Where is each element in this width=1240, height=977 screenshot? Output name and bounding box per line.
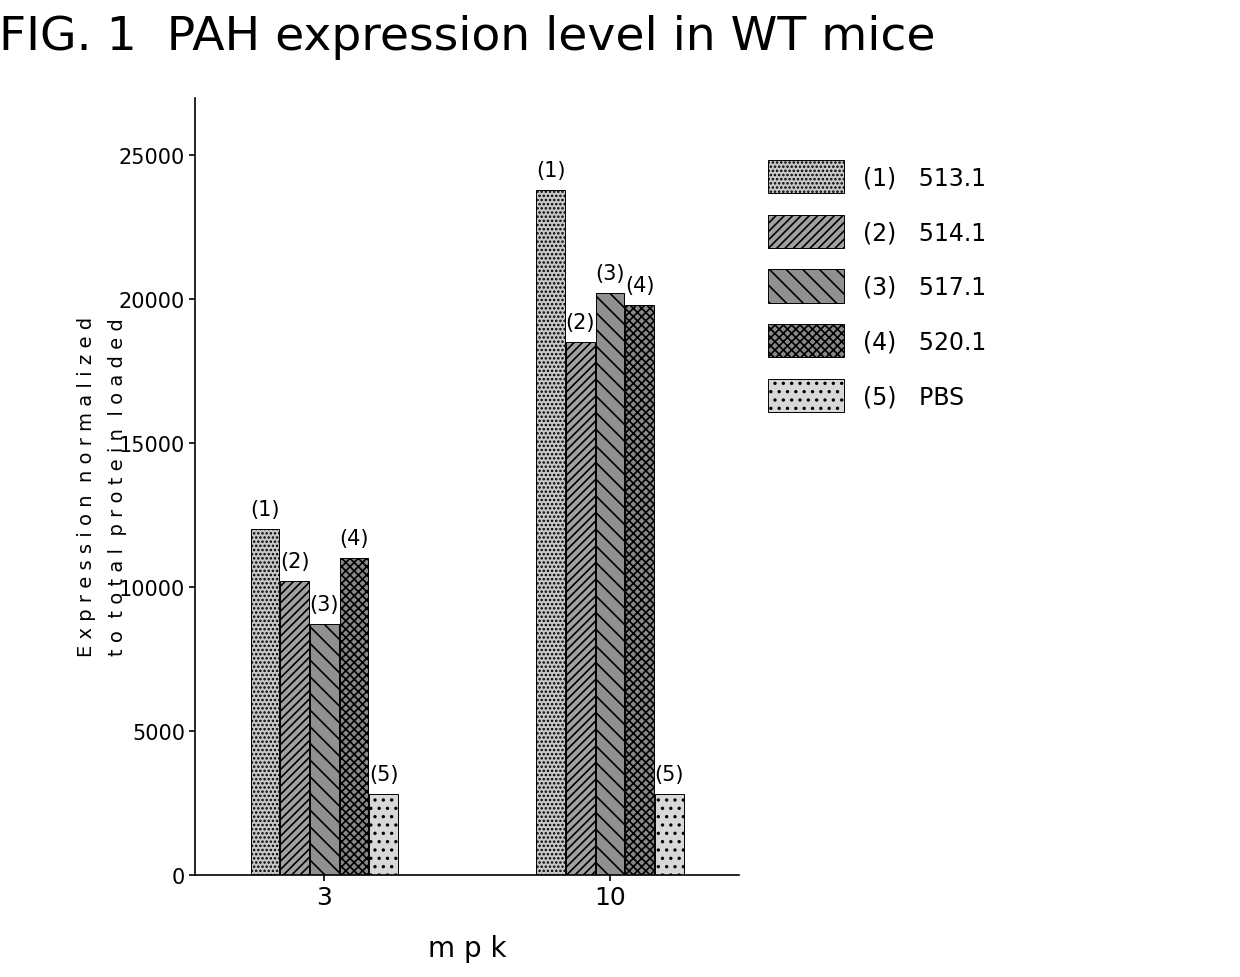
Bar [595, 294, 624, 874]
Text: (3): (3) [595, 264, 625, 284]
Text: (4): (4) [340, 529, 368, 548]
X-axis label: m p k: m p k [428, 934, 506, 962]
Bar [340, 559, 368, 874]
Bar [310, 624, 339, 874]
Bar [250, 530, 279, 874]
Bar [625, 306, 653, 874]
Legend: (1)   513.1, (2)   514.1, (3)   517.1, (4)   520.1, (5)   PBS: (1) 513.1, (2) 514.1, (3) 517.1, (4) 520… [756, 149, 998, 424]
Bar [370, 794, 398, 874]
Text: (4): (4) [625, 276, 655, 295]
Bar [537, 191, 565, 874]
Text: (1): (1) [250, 499, 280, 520]
Bar [655, 794, 683, 874]
Text: (3): (3) [310, 595, 340, 615]
Text: (2): (2) [565, 313, 595, 333]
Text: (1): (1) [536, 160, 565, 181]
Text: (5): (5) [655, 764, 684, 785]
Bar [280, 581, 309, 874]
Text: (2): (2) [280, 551, 310, 572]
Title: FIG. 1  PAH expression level in WT mice: FIG. 1 PAH expression level in WT mice [0, 15, 935, 60]
Y-axis label: E x p r e s s i o n  n o r m a l i z e d
t o  t o t a l  p r o t e i n  l o a d : E x p r e s s i o n n o r m a l i z e d … [77, 317, 126, 657]
Bar [567, 343, 595, 874]
Text: (5): (5) [370, 764, 398, 785]
